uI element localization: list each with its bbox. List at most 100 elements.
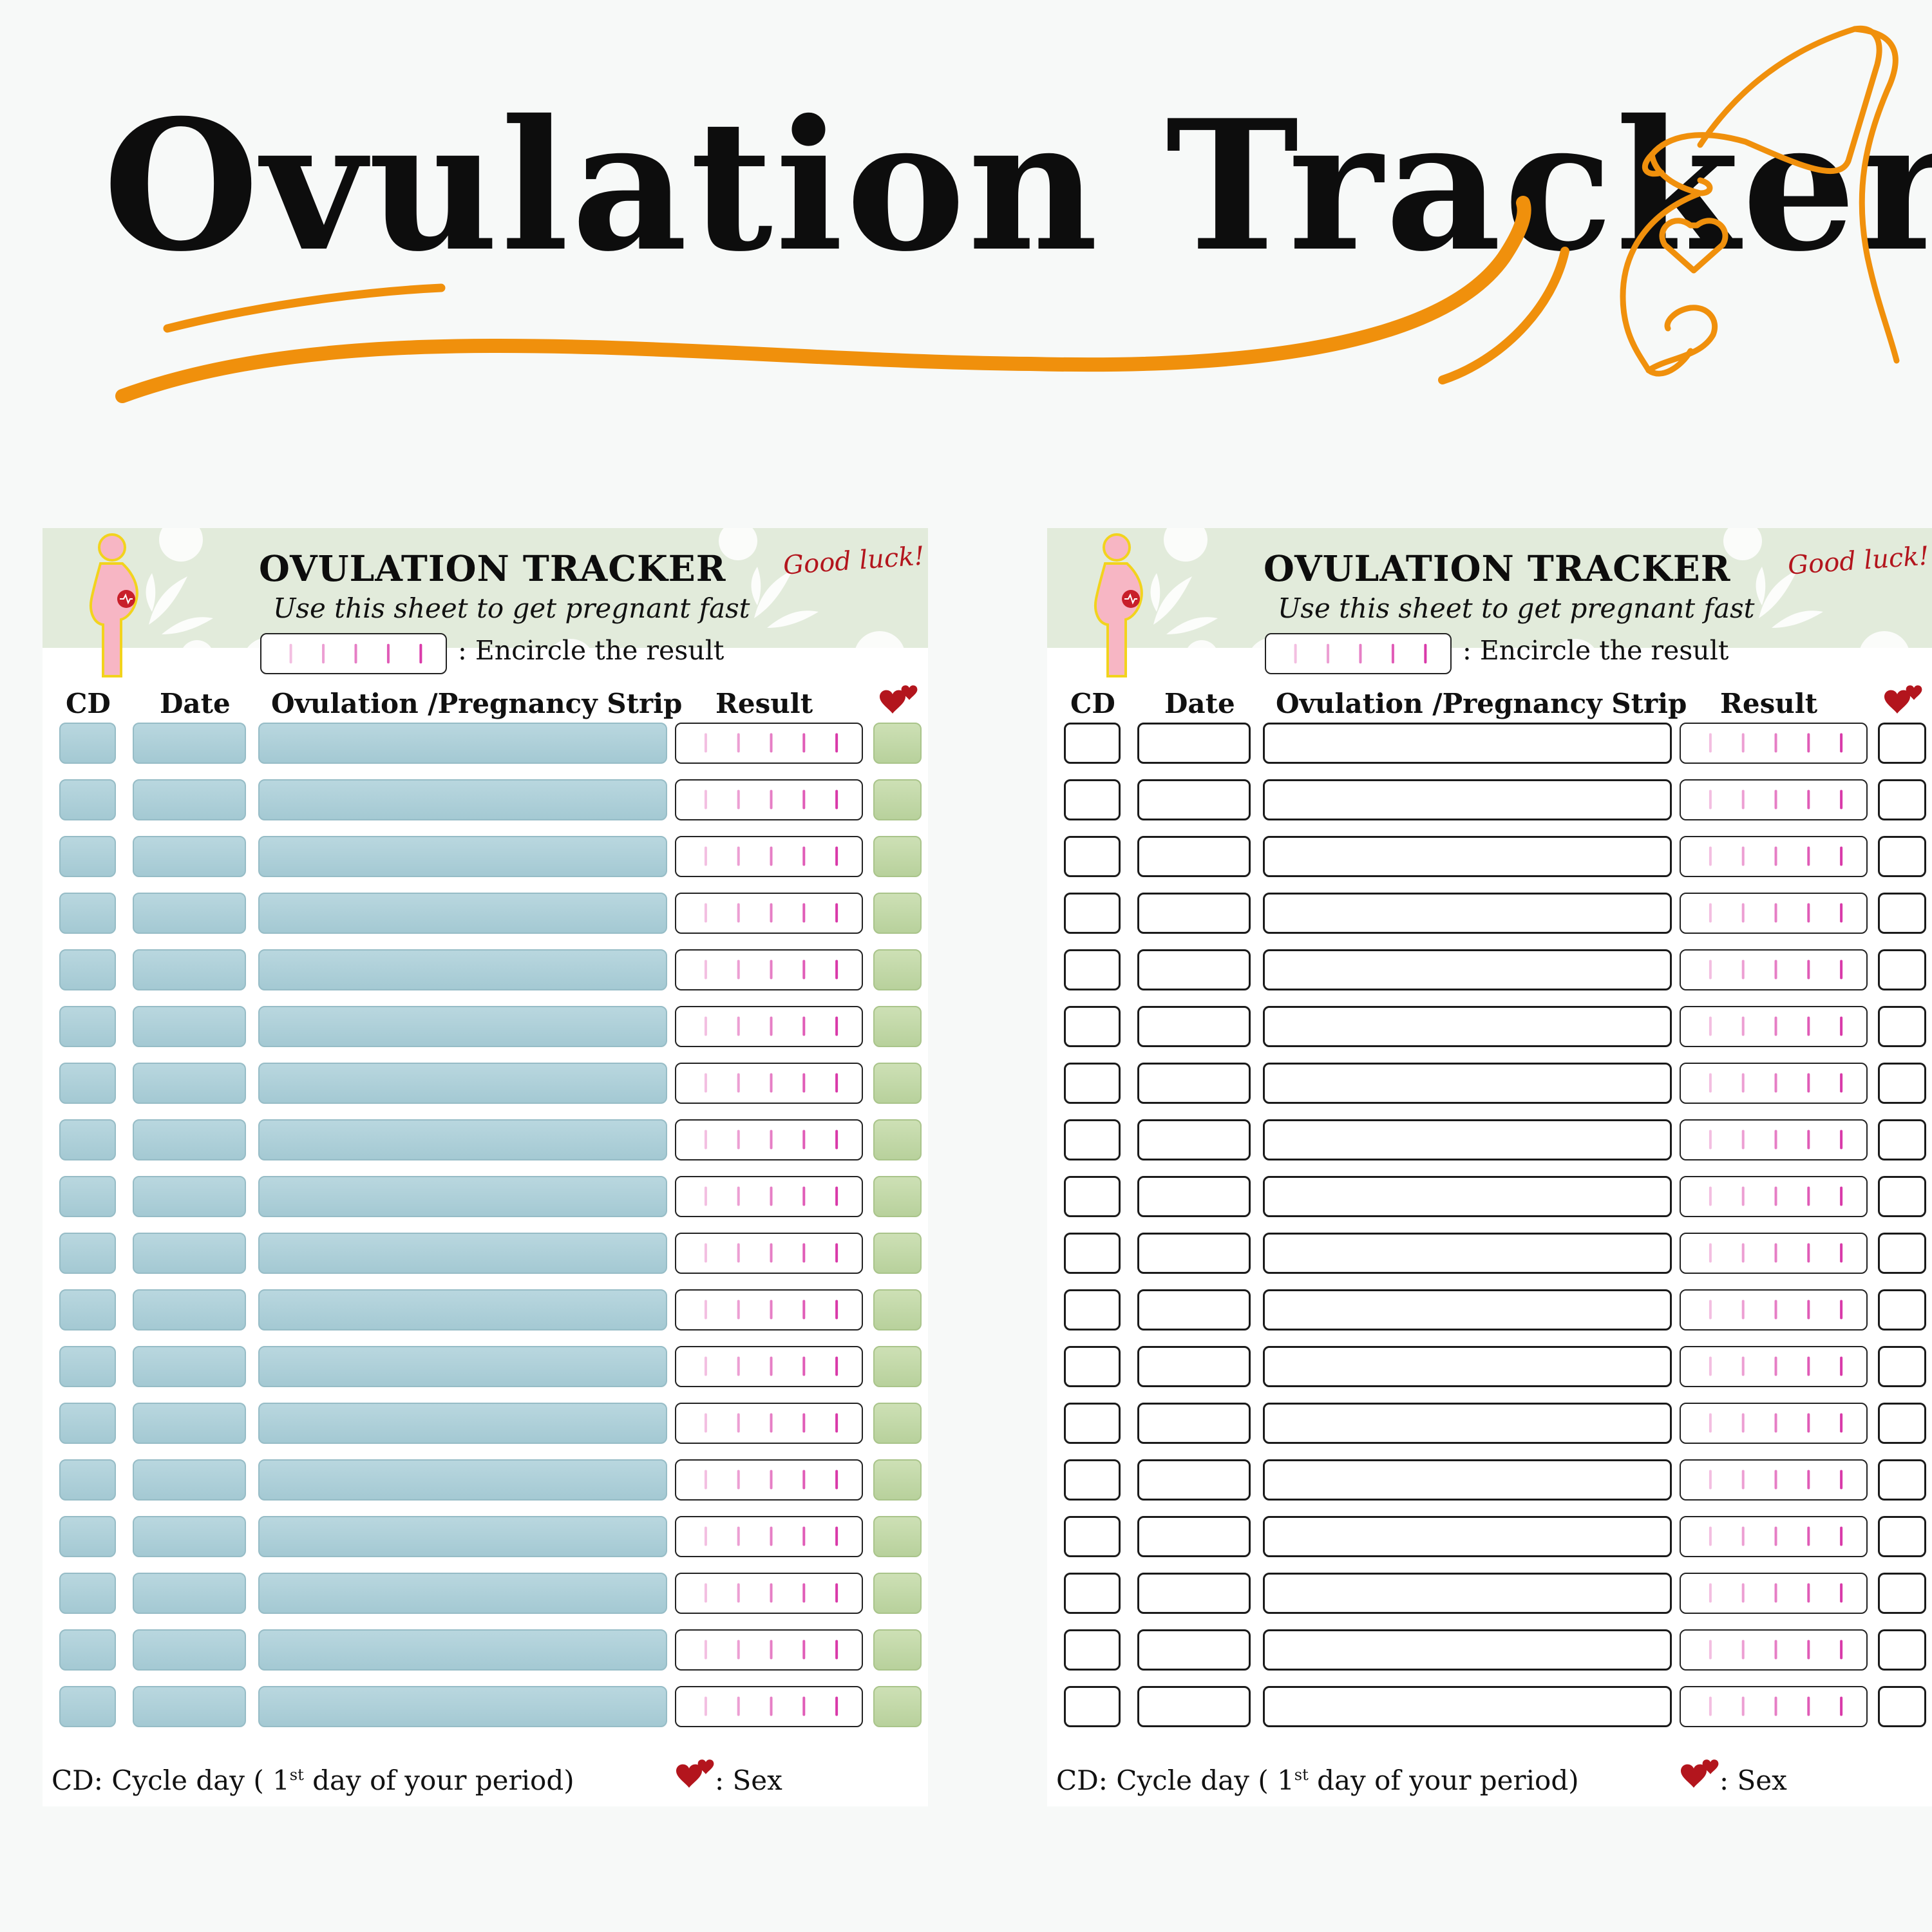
date-cell[interactable]	[1137, 893, 1251, 934]
result-cell[interactable]	[675, 1233, 863, 1274]
cd-cell[interactable]	[59, 1403, 116, 1444]
strip-cell[interactable]	[1263, 1176, 1672, 1217]
date-cell[interactable]	[1137, 836, 1251, 877]
strip-cell[interactable]	[1263, 1119, 1672, 1160]
cd-cell[interactable]	[59, 1289, 116, 1331]
date-cell[interactable]	[1137, 1006, 1251, 1047]
cd-cell[interactable]	[59, 1573, 116, 1614]
result-cell[interactable]	[1680, 836, 1868, 877]
cd-cell[interactable]	[1064, 1459, 1121, 1501]
result-cell[interactable]	[1680, 1233, 1868, 1274]
result-cell[interactable]	[1680, 1176, 1868, 1217]
cd-cell[interactable]	[1064, 1686, 1121, 1727]
result-cell[interactable]	[1680, 1629, 1868, 1671]
cd-cell[interactable]	[59, 1063, 116, 1104]
date-cell[interactable]	[1137, 1403, 1251, 1444]
sex-cell[interactable]	[1878, 1119, 1926, 1160]
result-cell[interactable]	[1680, 1346, 1868, 1387]
sex-cell[interactable]	[873, 1629, 922, 1671]
strip-cell[interactable]	[1263, 1289, 1672, 1331]
strip-cell[interactable]	[258, 949, 667, 990]
strip-cell[interactable]	[258, 1403, 667, 1444]
date-cell[interactable]	[1137, 779, 1251, 820]
sex-cell[interactable]	[1878, 1063, 1926, 1104]
cd-cell[interactable]	[1064, 1176, 1121, 1217]
strip-cell[interactable]	[1263, 1403, 1672, 1444]
strip-cell[interactable]	[258, 723, 667, 764]
date-cell[interactable]	[1137, 1629, 1251, 1671]
sex-cell[interactable]	[1878, 1516, 1926, 1557]
date-cell[interactable]	[133, 836, 246, 877]
cd-cell[interactable]	[1064, 1573, 1121, 1614]
strip-cell[interactable]	[1263, 836, 1672, 877]
date-cell[interactable]	[133, 723, 246, 764]
strip-cell[interactable]	[1263, 1573, 1672, 1614]
result-cell[interactable]	[675, 836, 863, 877]
sex-cell[interactable]	[1878, 1346, 1926, 1387]
sex-cell[interactable]	[1878, 779, 1926, 820]
result-cell[interactable]	[1680, 893, 1868, 934]
sex-cell[interactable]	[1878, 836, 1926, 877]
cd-cell[interactable]	[59, 1686, 116, 1727]
sex-cell[interactable]	[1878, 1289, 1926, 1331]
strip-cell[interactable]	[258, 1686, 667, 1727]
result-cell[interactable]	[675, 1289, 863, 1331]
result-cell[interactable]	[675, 1686, 863, 1727]
date-cell[interactable]	[133, 1629, 246, 1671]
sex-cell[interactable]	[873, 1006, 922, 1047]
result-cell[interactable]	[1680, 1573, 1868, 1614]
strip-cell[interactable]	[258, 1346, 667, 1387]
strip-cell[interactable]	[258, 1006, 667, 1047]
sex-cell[interactable]	[1878, 893, 1926, 934]
sex-cell[interactable]	[1878, 1006, 1926, 1047]
sex-cell[interactable]	[873, 779, 922, 820]
result-cell[interactable]	[1680, 1006, 1868, 1047]
strip-cell[interactable]	[258, 1629, 667, 1671]
cd-cell[interactable]	[1064, 1403, 1121, 1444]
sex-cell[interactable]	[873, 1403, 922, 1444]
sex-cell[interactable]	[1878, 1573, 1926, 1614]
cd-cell[interactable]	[1064, 1629, 1121, 1671]
cd-cell[interactable]	[59, 836, 116, 877]
date-cell[interactable]	[1137, 1459, 1251, 1501]
strip-cell[interactable]	[258, 1289, 667, 1331]
cd-cell[interactable]	[1064, 1346, 1121, 1387]
result-cell[interactable]	[1680, 1289, 1868, 1331]
strip-cell[interactable]	[258, 1573, 667, 1614]
result-cell[interactable]	[675, 949, 863, 990]
sex-cell[interactable]	[873, 1516, 922, 1557]
date-cell[interactable]	[1137, 1176, 1251, 1217]
result-cell[interactable]	[675, 1346, 863, 1387]
strip-cell[interactable]	[1263, 723, 1672, 764]
strip-cell[interactable]	[1263, 949, 1672, 990]
date-cell[interactable]	[133, 1516, 246, 1557]
cd-cell[interactable]	[1064, 1289, 1121, 1331]
result-cell[interactable]	[675, 1119, 863, 1160]
strip-cell[interactable]	[258, 836, 667, 877]
date-cell[interactable]	[1137, 1119, 1251, 1160]
result-cell[interactable]	[675, 1629, 863, 1671]
date-cell[interactable]	[133, 1289, 246, 1331]
date-cell[interactable]	[133, 1573, 246, 1614]
date-cell[interactable]	[1137, 723, 1251, 764]
cd-cell[interactable]	[1064, 779, 1121, 820]
sex-cell[interactable]	[873, 1346, 922, 1387]
date-cell[interactable]	[1137, 1233, 1251, 1274]
sex-cell[interactable]	[873, 1063, 922, 1104]
sex-cell[interactable]	[1878, 723, 1926, 764]
date-cell[interactable]	[1137, 1289, 1251, 1331]
result-cell[interactable]	[1680, 1686, 1868, 1727]
date-cell[interactable]	[133, 1403, 246, 1444]
result-cell[interactable]	[1680, 1459, 1868, 1501]
cd-cell[interactable]	[1064, 893, 1121, 934]
sex-cell[interactable]	[873, 1119, 922, 1160]
cd-cell[interactable]	[59, 1006, 116, 1047]
strip-cell[interactable]	[258, 1119, 667, 1160]
strip-cell[interactable]	[1263, 1459, 1672, 1501]
cd-cell[interactable]	[1064, 949, 1121, 990]
cd-cell[interactable]	[59, 1516, 116, 1557]
cd-cell[interactable]	[59, 779, 116, 820]
cd-cell[interactable]	[1064, 1063, 1121, 1104]
date-cell[interactable]	[1137, 1686, 1251, 1727]
date-cell[interactable]	[133, 779, 246, 820]
